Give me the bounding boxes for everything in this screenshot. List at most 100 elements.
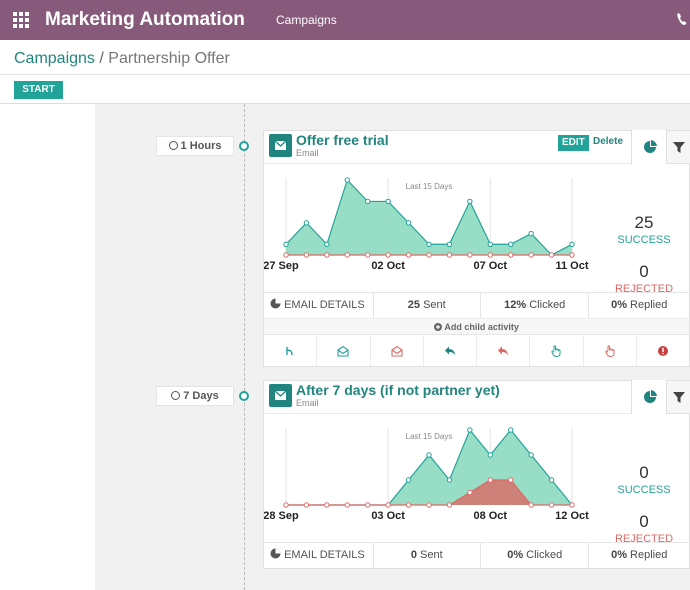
email-details-link[interactable]: EMAIL DETAILS [264,543,374,568]
clicked-label: Clicked [526,549,563,561]
clicked-stat[interactable]: 12% Clicked [481,293,590,318]
trigger-clicked-button[interactable] [530,335,584,366]
data-point [569,241,575,247]
activity-card: Offer free trial Email EDIT Delete Last … [263,130,690,367]
data-point [303,220,310,226]
activity-chart: Last 15 Days 27 Sep 02 Oct 07 Oct 11 Oct 25 … [264,164,689,295]
control-panel-divider [0,74,690,75]
data-point [508,427,514,433]
data-point [426,452,432,458]
data-point [487,452,493,458]
chart-tab[interactable] [631,130,667,164]
data-point [303,502,310,508]
hand-pointer-icon [551,344,561,357]
data-point [365,198,371,205]
trigger-bounced-button[interactable] [637,335,689,366]
data-point [365,252,371,258]
series-area [286,480,572,505]
activity-card: After 7 days (if not partner yet) Email … [263,380,690,569]
activity-type: Email [296,148,319,158]
x-tick-label: 07 Oct [473,260,507,272]
data-point [446,252,453,258]
x-tick-label: 27 Sep [264,260,299,272]
area-chart: Last 15 Days 28 Sep 03 Oct 08 Oct 12 Oct [264,427,589,522]
envelope-open-icon [337,345,349,357]
data-point [324,241,330,247]
data-point [508,241,514,247]
delay-label: 1 Hours [180,140,222,152]
replied-stat[interactable]: 0% Replied [589,543,689,568]
add-child-activity-button[interactable]: Add child activity [264,318,689,334]
trigger-opened-button[interactable] [317,335,371,366]
area-chart: Last 15 Days 27 Sep 02 Oct 07 Oct 11 Oct [264,177,589,272]
data-point [528,452,534,458]
success-label: SUCCESS [617,234,671,246]
envelope-icon [269,134,292,157]
clicked-label: Clicked [529,299,566,311]
top-navbar: Marketing Automation Campaigns [0,0,690,40]
workflow-timeline [244,104,245,590]
sent-label: Sent [420,549,443,561]
edit-button[interactable]: EDIT [558,135,589,151]
data-point [467,252,473,258]
trigger-not-clicked-button[interactable] [584,335,637,366]
data-point [405,477,412,483]
x-tick-label: 03 Oct [371,510,405,522]
activity-header: Offer free trial Email EDIT Delete [264,130,690,164]
exclamation-circle-icon [657,345,668,356]
email-details-link[interactable]: EMAIL DETAILS [264,293,374,318]
trigger-reply-button[interactable] [264,335,318,366]
start-button[interactable]: START [14,81,63,99]
replied-label: Replied [630,549,668,561]
filter-tab[interactable] [667,381,690,414]
data-point [365,502,371,508]
x-tick-label: 28 Sep [264,510,299,522]
delay-label: 7 Days [183,390,219,402]
delete-link[interactable]: Delete [593,136,624,147]
clicked-value: 0% [507,549,524,561]
activity-chart: Last 15 Days 28 Sep 03 Oct 08 Oct 12 Oct 0 S… [264,414,689,545]
chart-title: Last 15 Days [406,432,453,441]
data-point [569,502,575,508]
apps-grid-icon[interactable] [13,12,29,28]
sent-stat[interactable]: 0 Sent [374,543,481,568]
data-point [569,252,575,258]
data-point [487,477,493,483]
data-point [528,252,534,258]
trigger-not-opened-button[interactable] [371,335,424,366]
nav-campaigns-menu[interactable]: Campaigns [276,13,337,27]
data-point [446,241,453,247]
reply-icon [498,346,509,355]
breadcrumb-campaigns-link[interactable]: Campaigns [14,50,95,67]
data-point [426,252,432,258]
replied-stat[interactable]: 0% Replied [589,293,689,318]
data-point [426,502,432,508]
activity-title: Offer free trial [296,132,389,148]
pie-chart-icon [270,298,281,309]
sent-stat[interactable]: 25 Sent [374,293,481,318]
delay-badge: 1 Hours [156,136,234,156]
chart-tab[interactable] [631,380,667,414]
filter-tab[interactable] [667,131,690,164]
trigger-not-replied-button[interactable] [477,335,531,366]
email-stats-row: EMAIL DETAILS 0 Sent 0% Clicked 0% Repli… [264,542,689,568]
email-stats-row: EMAIL DETAILS 25 Sent 12% Clicked 0% Rep… [264,292,689,318]
chart-title: Last 15 Days [406,182,453,191]
data-point [405,220,412,226]
data-point [487,252,493,258]
data-point [385,502,391,508]
data-point [405,252,412,258]
clicked-stat[interactable]: 0% Clicked [481,543,590,568]
sent-label: Sent [423,299,446,311]
data-point [426,241,432,247]
replied-label: Replied [630,299,668,311]
x-tick-label: 02 Oct [371,260,405,272]
data-point [283,502,289,508]
data-point [467,198,473,205]
data-point [283,241,289,247]
series-area [286,180,572,255]
timeline-node [239,391,249,401]
phone-icon[interactable] [674,10,690,28]
trigger-replied-button[interactable] [424,335,477,366]
rejected-count: 0 [639,262,649,281]
